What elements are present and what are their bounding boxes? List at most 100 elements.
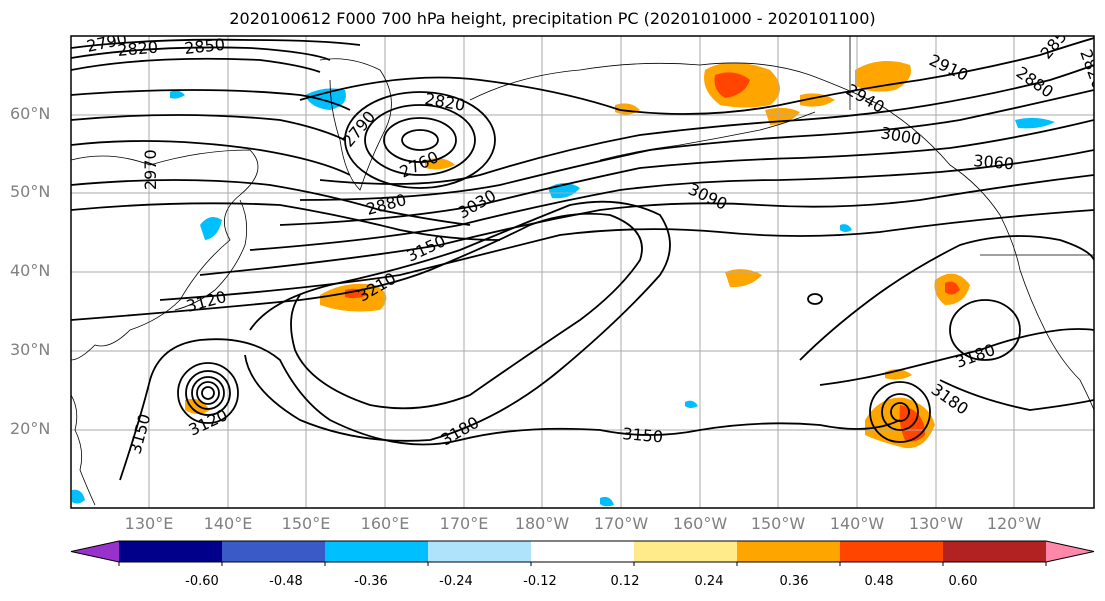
high-small-1	[807, 293, 823, 305]
precip-neg-small-1	[170, 90, 185, 99]
colorbar-segment	[737, 541, 841, 562]
contour-3180-east-3	[939, 379, 1094, 411]
precip-core-california-coast	[945, 281, 960, 295]
hurricane-ring-3	[869, 381, 931, 443]
coast-japan	[174, 199, 248, 311]
contour-r4	[71, 202, 501, 241]
contour-jet-3	[299, 89, 1094, 201]
low-center-kamchatka-1	[401, 129, 439, 151]
contour-jet-4	[279, 119, 1094, 226]
colorbar-tick-label: 0.24	[694, 574, 724, 589]
colorbar-segment	[428, 541, 532, 562]
contour-label: 3060	[973, 151, 1015, 173]
lon-label: 170°E	[439, 514, 489, 533]
colorbar-segment	[119, 541, 223, 562]
contour-label: 3150	[622, 424, 664, 446]
lon-label: 160°W	[672, 514, 728, 533]
colorbar-segment	[634, 541, 738, 562]
contour-3150-upper	[71, 212, 643, 410]
typhoon-ring-2	[196, 381, 220, 405]
contour-label: 2970	[141, 149, 160, 190]
contour-jet-2	[319, 64, 1094, 185]
low-center-kamchatka-2	[383, 117, 457, 163]
lat-label: 50°N	[10, 182, 51, 201]
lat-label: 40°N	[10, 261, 51, 280]
lon-label: 120°W	[986, 514, 1042, 533]
height-contours	[71, 37, 1094, 481]
contour-3180-east-2	[819, 328, 1094, 386]
contour-3150-lower	[119, 338, 901, 481]
colorbar-segment	[325, 541, 429, 562]
precip-neg-japan	[200, 216, 222, 240]
contour-r1	[71, 89, 351, 111]
contour-3180-east	[799, 235, 1094, 361]
low-center-kamchatka-4	[344, 91, 496, 189]
colorbar-segment	[840, 541, 944, 562]
precip-core-hurricane	[899, 405, 925, 442]
low-center-kamchatka-3	[364, 104, 476, 176]
precip-neg-small-2	[840, 224, 852, 232]
typhoon-ring-3	[191, 376, 225, 410]
lon-label: 150°W	[750, 514, 806, 533]
precip-neg-small-4	[600, 496, 614, 507]
contour-jet-5	[249, 149, 1094, 251]
lon-label: 170°W	[593, 514, 649, 533]
colorbar-tick-label: -0.12	[523, 574, 557, 589]
contour-2970	[71, 140, 351, 176]
contour-label: 2820	[117, 38, 159, 60]
lon-label: 160°E	[360, 514, 410, 533]
map-frame	[70, 35, 1095, 509]
lat-label: 60°N	[10, 104, 51, 123]
colorbar-tick-label: -0.48	[269, 574, 303, 589]
contour-2850-top	[71, 57, 321, 73]
colorbar-tick-label: 0.12	[610, 574, 640, 589]
coast-aleutians	[599, 111, 816, 161]
colorbar-segment	[531, 541, 635, 562]
colorbar-tick-label: 0.60	[948, 574, 978, 589]
contour-r2	[71, 114, 346, 141]
lon-label: 150°E	[281, 514, 331, 533]
precip-core-gulf-alaska	[714, 72, 750, 98]
ridge-ca-1	[949, 299, 1021, 361]
coast-philippines	[71, 394, 96, 506]
colorbar-tick-label: 0.36	[779, 574, 809, 589]
hurricane-ring-2	[881, 393, 919, 431]
precip-core-west-pacific	[345, 288, 368, 299]
lon-label: 140°E	[203, 514, 253, 533]
coast-asia	[71, 149, 259, 361]
lon-label: 130°E	[124, 514, 174, 533]
typhoon-ring-1	[201, 386, 215, 400]
typhoon-ring-5	[177, 362, 239, 424]
map-title: 2020100612 F000 700 hPa height, precipit…	[229, 9, 876, 28]
colorbar-tick-label: -0.36	[354, 574, 388, 589]
precip-neg-canada	[1015, 117, 1055, 129]
coast-north-america	[999, 214, 1094, 411]
lon-label: 180°W	[514, 514, 570, 533]
colorbar-segment	[222, 541, 326, 562]
coast-alaska	[469, 62, 1001, 216]
precip-blob-aleutian-1	[765, 107, 800, 125]
precip-neg-small-3	[685, 400, 698, 408]
contour-2790-top	[71, 38, 361, 49]
typhoon-ring-4	[185, 370, 231, 416]
colorbar-tick-label: -0.60	[185, 574, 219, 589]
colorbar-extend-high	[1046, 541, 1094, 562]
contour-label: 2850	[183, 35, 225, 58]
lat-label: 30°N	[10, 340, 51, 359]
precip-neg-japan-south	[72, 489, 85, 504]
colorbar-tick-label: 0.48	[864, 574, 894, 589]
hurricane-ring-1	[890, 402, 910, 422]
precip-blob-typhoon	[185, 398, 210, 414]
colorbar-tick-label: -0.24	[439, 574, 473, 589]
contour-2820-top	[71, 46, 331, 61]
lat-label: 20°N	[10, 419, 51, 438]
colorbar	[70, 540, 1095, 566]
lon-label: 140°W	[829, 514, 885, 533]
contour-jet-6	[199, 174, 1094, 276]
precip-blob-mid-pacific	[725, 269, 762, 288]
colorbar-extend-low	[71, 541, 119, 562]
lon-label: 130°W	[908, 514, 964, 533]
contour-3180-ring	[244, 200, 671, 442]
contour-r3	[71, 179, 471, 226]
